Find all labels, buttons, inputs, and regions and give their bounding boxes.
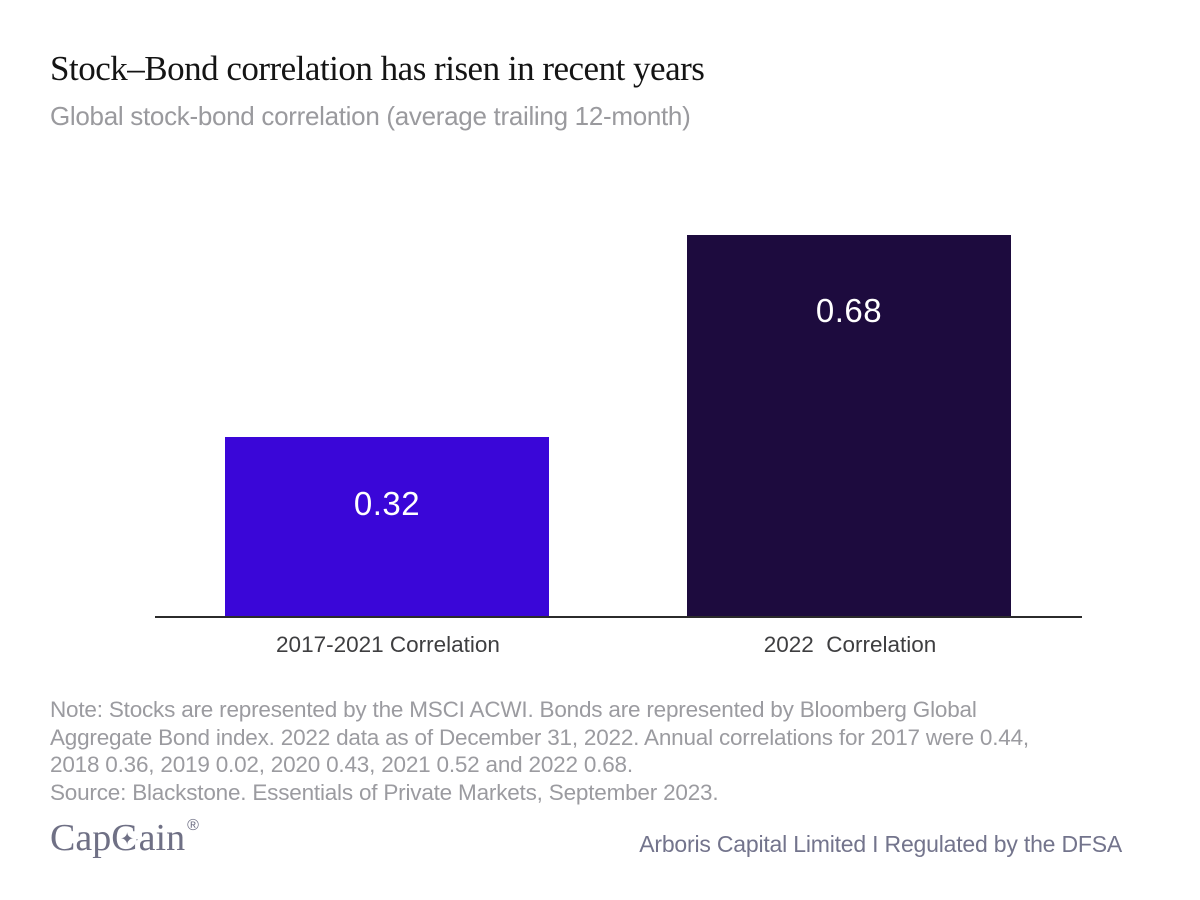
brand-logo: CapG✦ain® (50, 816, 199, 860)
x-axis-label-2017-2021: 2017-2021 Correlation (276, 632, 500, 657)
note-line: Aggregate Bond index. 2022 data as of De… (50, 724, 1029, 750)
note-line: Note: Stocks are represented by the MSCI… (50, 697, 977, 722)
chart-title: Stock–Bond correlation has risen in rece… (50, 49, 705, 88)
x-axis-line (155, 616, 1082, 618)
logo-text-prefix: Cap (50, 817, 112, 859)
note-text: Note: Stocks are represented by the MSCI… (50, 696, 1150, 806)
bar-value-label: 0.32 (353, 485, 421, 522)
bar-2017-2021: 0.32 (225, 437, 549, 616)
note-line: 2018 0.36, 2019 0.02, 2020 0.43, 2021 0.… (50, 752, 633, 777)
footer-disclaimer: Arboris Capital Limited I Regulated by t… (639, 831, 1122, 857)
registered-mark: ® (187, 817, 199, 834)
bar-2022: 0.68 (687, 235, 1011, 616)
logo-text-suffix: ain (138, 817, 186, 859)
logo-letter-g: G✦ (111, 816, 138, 860)
bar-value-label: 0.68 (815, 292, 883, 329)
sparkle-icon: ✦ (117, 829, 137, 849)
x-axis-label-2022: 2022 Correlation (763, 632, 937, 657)
chart-subtitle: Global stock-bond correlation (average t… (50, 101, 691, 131)
source-text: Source: Blackstone. Essentials of Privat… (50, 779, 719, 805)
